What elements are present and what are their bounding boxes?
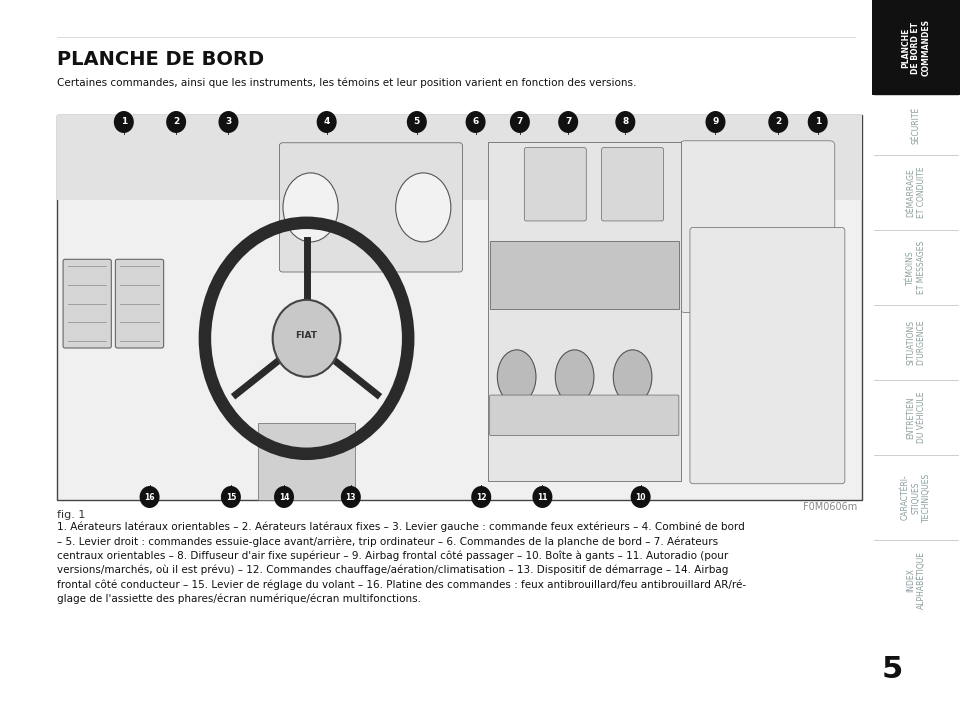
Ellipse shape bbox=[221, 486, 241, 508]
Text: 8: 8 bbox=[622, 118, 629, 126]
Text: PLANCHE DE BORD: PLANCHE DE BORD bbox=[57, 50, 264, 69]
Ellipse shape bbox=[396, 173, 451, 242]
FancyBboxPatch shape bbox=[490, 241, 679, 308]
FancyBboxPatch shape bbox=[488, 142, 681, 481]
Ellipse shape bbox=[273, 300, 341, 376]
Text: 1: 1 bbox=[121, 118, 127, 126]
Text: ENTRETIEN
DU VÉHICULE: ENTRETIEN DU VÉHICULE bbox=[906, 392, 925, 443]
Text: DÉMARRAGE
ET CONDUITE: DÉMARRAGE ET CONDUITE bbox=[906, 167, 925, 218]
FancyBboxPatch shape bbox=[872, 155, 960, 230]
FancyBboxPatch shape bbox=[57, 115, 862, 500]
Text: Certaines commandes, ainsi que les instruments, les témoins et leur position var: Certaines commandes, ainsi que les instr… bbox=[57, 78, 636, 89]
Text: 9: 9 bbox=[712, 118, 719, 126]
Ellipse shape bbox=[219, 111, 238, 133]
Ellipse shape bbox=[341, 486, 361, 508]
FancyBboxPatch shape bbox=[872, 455, 960, 540]
Text: 14: 14 bbox=[278, 493, 289, 501]
Text: TÉMOINS
ET MESSAGES: TÉMOINS ET MESSAGES bbox=[906, 241, 925, 294]
Text: 13: 13 bbox=[346, 493, 356, 501]
Text: fig. 1: fig. 1 bbox=[57, 510, 85, 520]
Text: 2: 2 bbox=[173, 118, 180, 126]
Text: 6: 6 bbox=[472, 118, 479, 126]
Text: 16: 16 bbox=[144, 493, 155, 501]
Text: SÉCURITÉ: SÉCURITÉ bbox=[911, 106, 921, 144]
Ellipse shape bbox=[274, 486, 294, 508]
FancyBboxPatch shape bbox=[279, 143, 463, 272]
FancyBboxPatch shape bbox=[258, 423, 355, 500]
FancyBboxPatch shape bbox=[872, 230, 960, 305]
Text: FIAT: FIAT bbox=[296, 331, 318, 340]
Text: 7: 7 bbox=[565, 118, 571, 126]
FancyBboxPatch shape bbox=[872, 380, 960, 455]
Text: 1: 1 bbox=[815, 118, 821, 126]
Ellipse shape bbox=[768, 111, 788, 133]
Ellipse shape bbox=[533, 486, 552, 508]
Text: 12: 12 bbox=[476, 493, 487, 501]
Text: F0M0606m: F0M0606m bbox=[803, 502, 857, 512]
FancyBboxPatch shape bbox=[872, 95, 960, 155]
FancyBboxPatch shape bbox=[680, 141, 835, 313]
Text: 5: 5 bbox=[414, 118, 420, 126]
FancyBboxPatch shape bbox=[872, 540, 960, 620]
Ellipse shape bbox=[407, 111, 427, 133]
FancyBboxPatch shape bbox=[602, 147, 663, 221]
FancyBboxPatch shape bbox=[490, 395, 679, 435]
Ellipse shape bbox=[613, 350, 652, 403]
Ellipse shape bbox=[706, 111, 726, 133]
Ellipse shape bbox=[466, 111, 486, 133]
Text: INDEX
ALPHABÉTIQUE: INDEX ALPHABÉTIQUE bbox=[906, 551, 926, 609]
Text: 10: 10 bbox=[636, 493, 646, 501]
FancyBboxPatch shape bbox=[63, 259, 111, 348]
Text: PLANCHE
DE BORD ET
COMMANDES: PLANCHE DE BORD ET COMMANDES bbox=[901, 19, 931, 76]
Text: 2: 2 bbox=[775, 118, 781, 126]
Ellipse shape bbox=[807, 111, 828, 133]
Text: 1. Aérateurs latéraux orientables – 2. Aérateurs latéraux fixes – 3. Levier gauc: 1. Aérateurs latéraux orientables – 2. A… bbox=[57, 522, 746, 604]
Ellipse shape bbox=[317, 111, 337, 133]
Ellipse shape bbox=[555, 350, 594, 403]
Text: 15: 15 bbox=[226, 493, 236, 501]
FancyBboxPatch shape bbox=[115, 259, 163, 348]
Ellipse shape bbox=[510, 111, 530, 133]
Ellipse shape bbox=[631, 486, 651, 508]
Text: SITUATIONS
D’URGENCE: SITUATIONS D’URGENCE bbox=[906, 320, 925, 365]
Text: 11: 11 bbox=[538, 493, 547, 501]
Ellipse shape bbox=[615, 111, 636, 133]
Ellipse shape bbox=[558, 111, 578, 133]
Ellipse shape bbox=[114, 111, 133, 133]
Text: 4: 4 bbox=[324, 118, 330, 126]
Text: 7: 7 bbox=[516, 118, 523, 126]
FancyBboxPatch shape bbox=[872, 0, 960, 95]
Text: 3: 3 bbox=[226, 118, 231, 126]
FancyBboxPatch shape bbox=[872, 305, 960, 380]
Ellipse shape bbox=[283, 173, 338, 242]
FancyBboxPatch shape bbox=[690, 228, 845, 484]
Ellipse shape bbox=[166, 111, 186, 133]
Ellipse shape bbox=[471, 486, 492, 508]
FancyBboxPatch shape bbox=[524, 147, 587, 221]
Ellipse shape bbox=[497, 350, 536, 403]
FancyBboxPatch shape bbox=[57, 115, 862, 200]
Ellipse shape bbox=[139, 486, 159, 508]
Text: 5: 5 bbox=[881, 654, 902, 683]
Text: CARACTÉRI-
STIQUES
TECHNIQUES: CARACTÉRI- STIQUES TECHNIQUES bbox=[901, 473, 931, 522]
